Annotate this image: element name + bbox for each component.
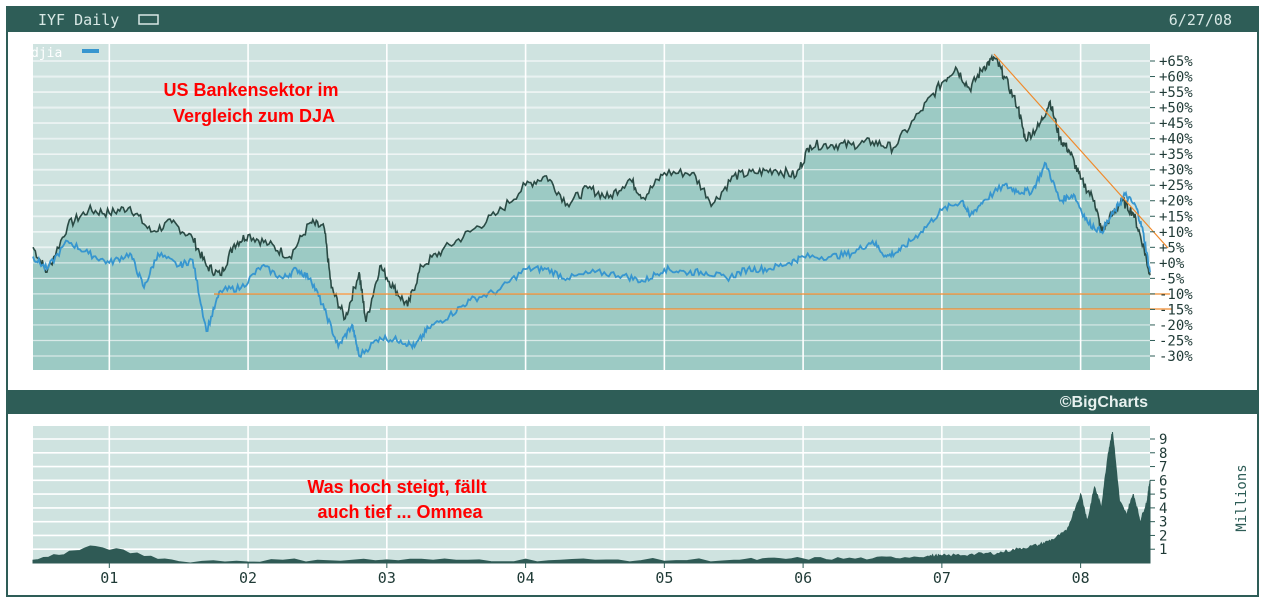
- price-y-tick-label: +65%: [1159, 54, 1193, 70]
- x-tick-label: 01: [100, 569, 118, 587]
- price-y-tick-label: +40%: [1159, 132, 1193, 148]
- annotation-top-line2: Vergleich zum DJA: [173, 106, 335, 126]
- price-y-tick-label: -5%: [1159, 271, 1185, 287]
- price-y-tick-label: -30%: [1159, 349, 1193, 365]
- volume-unit-label: Millions: [1234, 464, 1250, 531]
- price-y-tick-label: +0%: [1159, 256, 1185, 272]
- price-y-ticks: +65%+60%+55%+50%+45%+40%+35%+30%+25%+20%…: [1150, 54, 1193, 365]
- x-tick-label: 03: [378, 569, 396, 587]
- price-y-tick-label: +15%: [1159, 209, 1193, 225]
- iyf-line: [32, 53, 1151, 322]
- annotation-top-line1: US Bankensektor im: [163, 80, 338, 100]
- volume-y-tick-label: 2: [1159, 528, 1167, 544]
- x-tick-label: 06: [794, 569, 812, 587]
- price-y-tick-label: +50%: [1159, 101, 1193, 117]
- volume-y-tick-label: 4: [1159, 501, 1167, 517]
- volume-area: [32, 432, 1151, 564]
- iyf-area: [33, 56, 1150, 370]
- djia-line: [32, 161, 1151, 359]
- header-bar: [7, 7, 1258, 32]
- volume-y-tick-label: 5: [1159, 487, 1167, 503]
- legend-series-name: djia: [31, 46, 62, 61]
- volume-y-tick-label: 6: [1159, 473, 1167, 489]
- annotation-bottom-line2: auch tief ... Ommea: [317, 502, 483, 522]
- x-ticks: 01 02 03 04 05 06 07 08: [100, 563, 1090, 587]
- price-y-tick-label: -25%: [1159, 333, 1193, 349]
- ticker-label: IYF Daily: [38, 11, 119, 29]
- price-y-tick-label: +30%: [1159, 163, 1193, 179]
- volume-y-tick-label: 3: [1159, 515, 1167, 531]
- price-y-tick-label: +35%: [1159, 147, 1193, 163]
- x-tick-label: 07: [933, 569, 951, 587]
- x-tick-label: 02: [239, 569, 257, 587]
- legend-swatch: [82, 49, 99, 53]
- x-tick-label: 08: [1072, 569, 1090, 587]
- price-y-tick-label: +55%: [1159, 85, 1193, 101]
- price-y-tick-label: +5%: [1159, 240, 1185, 256]
- volume-panel-border: [6, 412, 1259, 597]
- volume-y-tick-label: 8: [1159, 446, 1167, 462]
- volume-grid: [33, 426, 1150, 563]
- watermark-text: ©BigCharts: [1060, 394, 1148, 411]
- date-label: 6/27/08: [1169, 11, 1232, 29]
- watermark-bar: [7, 390, 1258, 413]
- x-tick-label: 05: [655, 569, 673, 587]
- price-y-tick-label: +60%: [1159, 70, 1193, 86]
- price-y-tick-label: -15%: [1159, 302, 1193, 318]
- price-y-tick-label: +45%: [1159, 116, 1193, 132]
- volume-y-tick-label: 1: [1159, 542, 1167, 558]
- price-y-tick-label: +10%: [1159, 225, 1193, 241]
- annotation-bottom-line1: Was hoch steigt, fällt: [307, 477, 486, 497]
- volume-y-tick-label: 9: [1159, 432, 1167, 448]
- trend-line-down: [993, 53, 1169, 249]
- price-y-tick-label: -10%: [1159, 287, 1193, 303]
- x-tick-label: 04: [517, 569, 535, 587]
- ticker-label-box-icon: [138, 14, 159, 25]
- volume-y-tick-label: 7: [1159, 460, 1167, 476]
- price-y-tick-label: -20%: [1159, 318, 1193, 334]
- price-y-tick-label: +20%: [1159, 194, 1193, 210]
- price-y-tick-label: +25%: [1159, 178, 1193, 194]
